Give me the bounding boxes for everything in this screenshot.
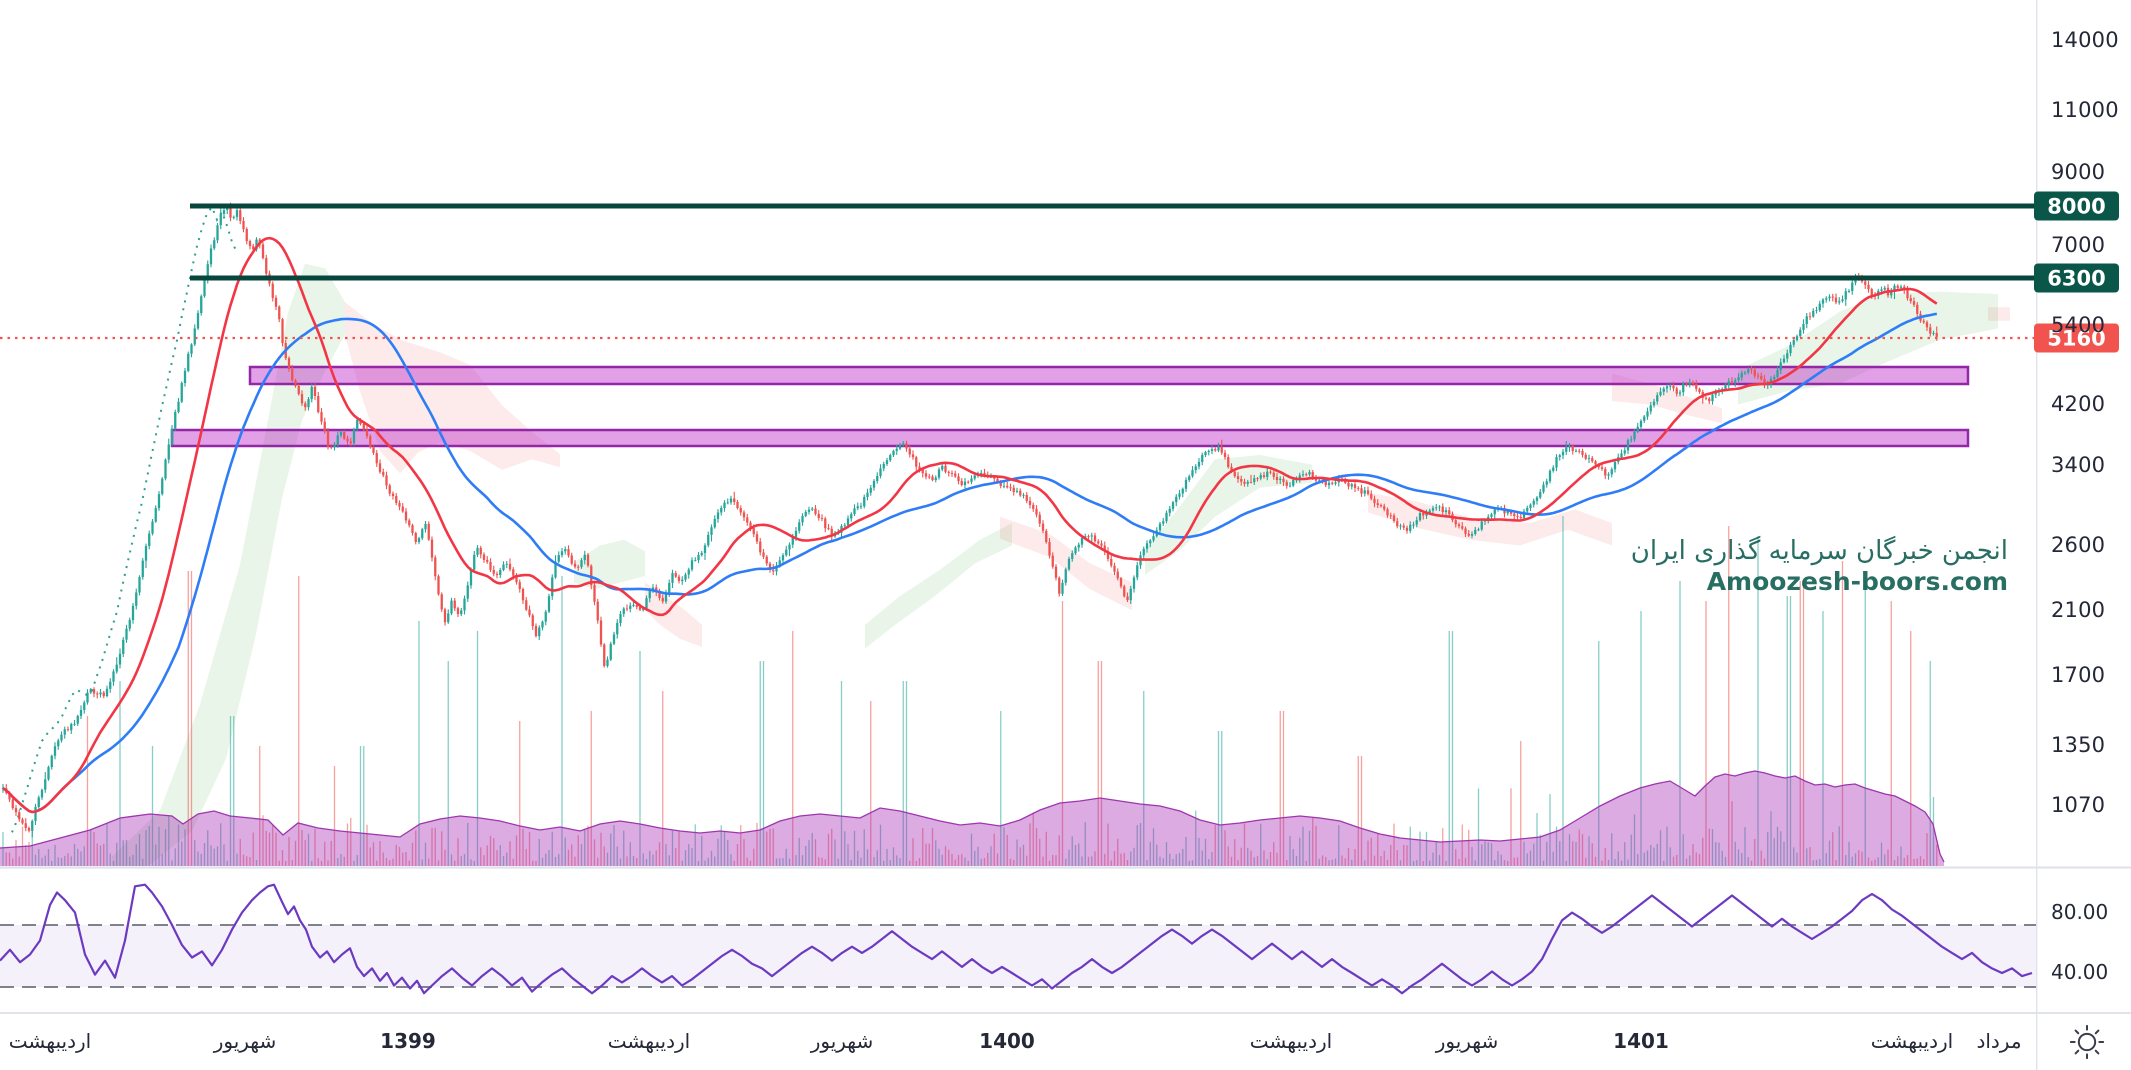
ma-fast-line <box>2 236 1938 814</box>
price-tick-label: 11000 <box>2051 98 2119 122</box>
time-tick-month-label: مرداد <box>1976 1029 2022 1053</box>
price-tick-label: 2100 <box>2051 598 2106 622</box>
watermark-line-url: Amoozesh-boors.com <box>1706 566 2008 596</box>
price-tick-label: 9000 <box>2051 160 2106 184</box>
main-price-pane <box>0 202 2036 866</box>
pane-separator[interactable] <box>0 866 2131 869</box>
time-tick-month-label: اردیبهشت <box>1249 1029 1333 1053</box>
oscillator-line <box>0 883 2033 995</box>
oscillator-guide-label-40: 40.00 <box>2051 960 2109 984</box>
time-tick-month-label: شهریور <box>1435 1029 1499 1053</box>
price-tick-label: 4200 <box>2051 392 2106 416</box>
ma-slow-line <box>2 312 1938 814</box>
time-tick-month-label: اردیبهشت <box>1870 1029 1954 1053</box>
last-price-badge: 5160 <box>2034 323 2119 353</box>
time-tick-month-label: اردیبهشت <box>607 1029 691 1053</box>
price-tick-label: 14000 <box>2051 28 2119 52</box>
time-tick-year-label: 1399 <box>380 1029 436 1053</box>
time-tick-month-label: اردیبهشت <box>8 1029 92 1053</box>
volume-layer <box>0 516 1945 866</box>
oscillator-guide-label-80: 80.00 <box>2051 900 2109 924</box>
watermark: انجمن خبرگان سرمایه گذاری ایران Amoozesh… <box>1631 536 2008 596</box>
time-tick-month-label: شهریور <box>810 1029 874 1053</box>
price-tick-label: 1070 <box>2051 793 2106 817</box>
price-tick-label: 3400 <box>2051 453 2106 477</box>
resistance-price-badge-6300: 6300 <box>2034 263 2119 293</box>
price-tick-label: 2600 <box>2051 533 2106 557</box>
price-tick-label: 5400 <box>2051 313 2106 337</box>
supply-demand-zones <box>170 365 1970 448</box>
price-axis-border <box>2036 0 2038 1070</box>
resistance-price-badge-8000: 8000 <box>2034 191 2119 221</box>
time-tick-month-label: شهریور <box>213 1029 277 1053</box>
watermark-line-persian: انجمن خبرگان سرمایه گذاری ایران <box>1630 536 2008 566</box>
time-tick-year-label: 1400 <box>979 1029 1035 1053</box>
time-tick-year-label: 1401 <box>1613 1029 1669 1053</box>
axis-separator <box>0 1012 2131 1014</box>
price-tick-label: 7000 <box>2051 233 2106 257</box>
oscillator-pane <box>0 883 2036 995</box>
theme-toggle-button[interactable] <box>2066 1021 2108 1063</box>
price-tick-label: 1350 <box>2051 733 2106 757</box>
price-tick-label: 1700 <box>2051 663 2106 687</box>
sun-icon <box>2069 1024 2105 1060</box>
